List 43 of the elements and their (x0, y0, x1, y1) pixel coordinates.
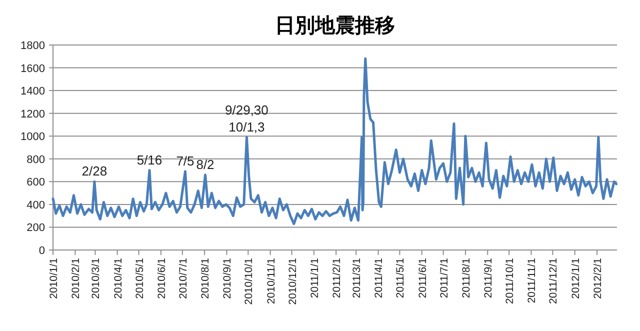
chart-title: 日別地震推移 (275, 15, 395, 37)
annotation: 9/29,30 10/1,3 (225, 102, 268, 134)
x-tick-label: 2010/12/1 (286, 258, 299, 305)
x-tick-label: 2011/2/1 (331, 258, 344, 298)
y-tick-label: 1000 (20, 131, 45, 144)
y-tick-label: 1600 (20, 62, 45, 75)
y-tick-label: 600 (26, 176, 45, 189)
y-tick-label: 1400 (20, 86, 45, 98)
y-tick-label: 800 (26, 154, 45, 166)
x-tick-label: 2011/4/1 (373, 258, 386, 298)
annotation: 7/5 (176, 153, 194, 168)
x-tick-label: 2011/3/1 (351, 258, 364, 298)
x-tick-label: 2010/5/1 (134, 258, 146, 299)
x-tick-label: 2010/9/1 (222, 258, 234, 299)
annotation: 2/28 (82, 164, 108, 179)
y-tick-label: 1200 (20, 108, 45, 120)
x-tick-label: 2011/10/1 (504, 258, 516, 304)
x-tick-label: 2012/1/1 (570, 258, 582, 299)
x-tick-label: 2010/10/1 (243, 258, 256, 305)
x-tick-label: 2011/8/1 (460, 258, 472, 298)
x-tick-label: 2011/7/1 (438, 258, 450, 298)
x-tick-label: 2010/2/1 (70, 258, 82, 299)
y-tick-label: 200 (26, 222, 45, 234)
x-tick-label: 2010/6/1 (156, 258, 168, 299)
y-tick-label: 0 (38, 245, 45, 257)
x-tick-label: 2011/5/1 (394, 258, 407, 298)
x-tick-label: 2011/1/1 (308, 258, 321, 298)
x-tick-label: 2011/11/1 (526, 258, 538, 304)
y-tick-label: 400 (26, 199, 45, 212)
y-tick-label: 1800 (20, 40, 45, 52)
x-tick-label: 2010/3/1 (90, 258, 102, 299)
x-tick-label: 2011/6/1 (416, 258, 429, 298)
x-tick-label: 2010/4/1 (112, 258, 124, 299)
x-tick-label: 2010/7/1 (177, 258, 190, 299)
x-tick-label: 2010/11/1 (265, 258, 278, 304)
x-tick-label: 2010/1/1 (48, 258, 60, 299)
x-tick-label: 2012/2/1 (592, 258, 604, 299)
x-tick-label: 2010/8/1 (200, 258, 212, 299)
annotation: 5/16 (136, 152, 162, 168)
line-series (52, 57, 618, 226)
x-tick-label: 2011/9/1 (482, 258, 495, 298)
annotation: 8/2 (196, 156, 214, 172)
x-tick-label: 2011/12/1 (548, 258, 560, 304)
